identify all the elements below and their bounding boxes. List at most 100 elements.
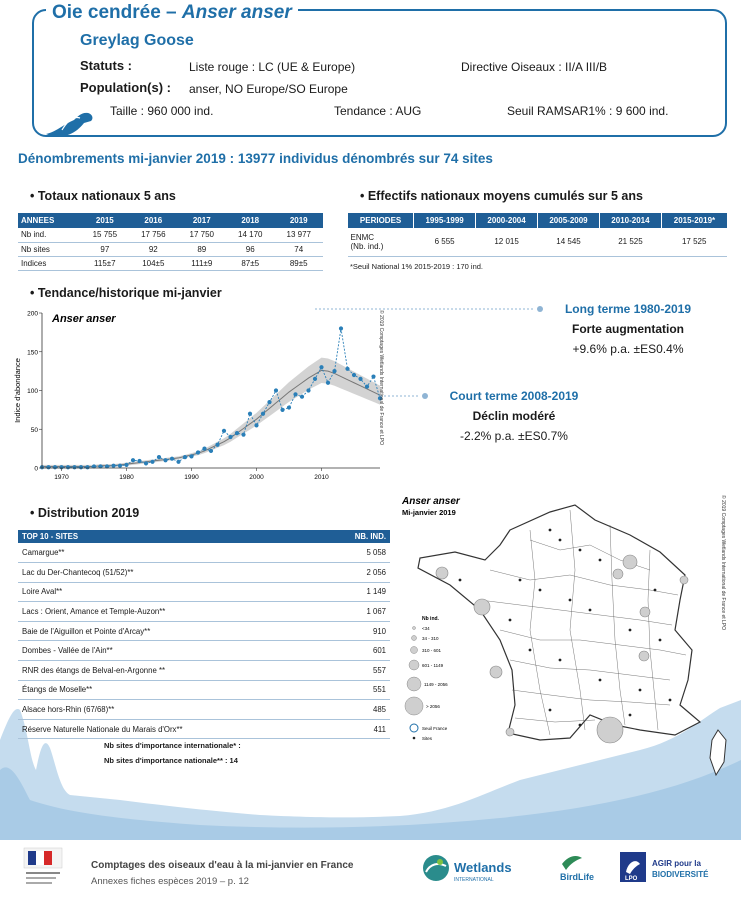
cell: 17 525 — [661, 228, 727, 257]
y-tick-label: 200 — [27, 311, 38, 318]
table-row: Indices 115±7 104±5 111±9 87±5 89±5 — [18, 256, 323, 271]
data-point — [338, 326, 344, 331]
header-cell: 2017 — [177, 213, 226, 228]
data-point — [299, 394, 305, 399]
data-point — [247, 411, 253, 416]
france-map: Anser anser Mi-janvier 2019 — [401, 495, 727, 777]
cell: 96 — [226, 242, 275, 257]
lpo-logo: LPO AGIR pour la BIODIVERSITÉ — [620, 852, 709, 882]
confidence-band — [42, 357, 380, 468]
short-term-value: -2.2% p.a. ±ES0.7% — [460, 429, 568, 443]
table-row: Nb ind. 15 755 17 756 17 750 14 170 13 9… — [18, 228, 323, 243]
cell: 115±7 — [80, 256, 130, 271]
legend-label: 310 - 601 — [422, 648, 442, 653]
cell: Nb ind. — [18, 228, 81, 243]
table-row: Loire Aval** 1 149 — [18, 582, 390, 603]
header-cell: 2000-2004 — [475, 213, 538, 228]
data-point — [202, 446, 207, 451]
data-point — [377, 396, 383, 401]
legend-title: Nb ind. — [422, 616, 440, 622]
data-point — [143, 461, 149, 466]
statuts-label: Statuts : — [80, 58, 132, 73]
data-point — [169, 456, 175, 461]
header-cell: NB. IND. — [319, 530, 390, 543]
table-header-row: PERIODES 1995-1999 2000-2004 2005-2009 2… — [346, 213, 727, 228]
section-effectifs: • Effectifs nationaux moyens cumulés sur… — [360, 189, 643, 203]
enmc-label: ENMC — [350, 232, 375, 242]
data-point — [52, 465, 58, 470]
cell: 15 755 — [80, 228, 130, 243]
agir-text: AGIR pour la — [652, 859, 701, 868]
decorative-wave — [0, 700, 741, 840]
data-point — [163, 458, 168, 463]
legend-label: 1149 - 2056 — [424, 682, 448, 687]
data-point — [293, 392, 298, 397]
legend-label: <34 — [422, 626, 430, 631]
nb-sites-national: Nb sites d'importance nationale** : 14 — [104, 756, 238, 765]
cell: Dombes - Vallée de l'Ain** — [18, 640, 320, 662]
table-row: Réserve Naturelle Nationale du Marais d'… — [18, 719, 390, 740]
cell: 17 756 — [129, 228, 178, 243]
header-cell: 2019 — [274, 213, 323, 228]
wetlands-subtext: INTERNATIONAL — [454, 877, 494, 883]
cell: 111±9 — [177, 256, 226, 271]
population-value: anser, NO Europe/SO Europe — [189, 82, 348, 96]
data-point — [254, 423, 259, 428]
cell: 21 525 — [599, 228, 662, 257]
section-distribution: • Distribution 2019 — [30, 506, 140, 520]
legend-label: Sites — [422, 736, 433, 741]
cell: Alsace hors-Rhin (67/68)** — [18, 699, 320, 720]
header-cell: 2005-2009 — [537, 213, 600, 228]
section-tendance: • Tendance/historique mi-janvier — [30, 286, 222, 300]
cell: 92 — [129, 242, 178, 257]
table-row: Nb sites 97 92 89 96 74 — [18, 242, 323, 257]
table-row: Lacs : Orient, Amance et Temple-Auzon** 1… — [18, 601, 390, 622]
data-point — [371, 374, 376, 379]
header-cell: 2015 — [80, 213, 130, 228]
main-title: Dénombrements mi-janvier 2019 : 13977 in… — [18, 151, 493, 166]
data-point — [345, 366, 350, 371]
cell: Réserve Naturelle Nationale du Marais d'… — [18, 719, 320, 740]
cell: 411 — [319, 719, 390, 740]
data-point — [332, 369, 337, 374]
x-tick-label: 1980 — [119, 474, 134, 481]
data-point — [228, 434, 233, 440]
directive-oiseaux: Directive Oiseaux : II/A III/B — [461, 60, 608, 74]
header-cell: 2015-2019* — [660, 213, 727, 228]
seuil-ramsar: Seuil RAMSAR1% : 9 600 ind. — [507, 104, 669, 118]
republique-francaise-logo — [23, 847, 63, 884]
cell: Lacs : Orient, Amance et Temple-Auzon** — [18, 601, 320, 622]
legend-label: 601 - 1149 — [422, 663, 444, 668]
footer-subtitle: Annexes fiches espèces 2019 – p. 12 — [91, 876, 249, 887]
lpo-text: LPO — [625, 876, 638, 882]
data-point — [319, 365, 324, 370]
cell: Loire Aval** — [18, 582, 320, 603]
cell: 1 067 — [319, 601, 390, 622]
cell: ENMC (Nb. ind.) — [347, 228, 414, 257]
data-point — [117, 463, 123, 468]
y-tick-label: 150 — [27, 349, 38, 356]
y-tick-label: 0 — [34, 466, 38, 473]
trend-line — [42, 369, 381, 467]
top-sites-table: TOP 10 - SITES NB. IND. Camargue** 5 058 L… — [18, 530, 390, 740]
legend-label: 34 - 310 — [422, 636, 439, 641]
data-point — [273, 388, 279, 393]
data-point — [280, 407, 285, 412]
cell: 551 — [319, 680, 390, 701]
table-row: Lac du Der-Chantecoq (51/52)** 2 056 — [18, 562, 390, 583]
cell: 485 — [319, 699, 390, 720]
x-tick-label: 2000 — [249, 474, 264, 481]
cell: 557 — [319, 660, 390, 681]
data-point — [72, 465, 77, 470]
nb-sites-international: Nb sites d'importance internationale* : — [104, 741, 241, 750]
header-cell: PERIODES — [346, 213, 414, 228]
data-point — [189, 454, 194, 459]
table-row: Baie de l'Aiguillon et Pointe d'Arcay** 9… — [18, 621, 390, 642]
cell: 89 — [177, 242, 226, 257]
cell: 14 545 — [537, 228, 600, 257]
chart-ylabel: Indice d'abondance — [13, 358, 22, 423]
goose-logo-icon — [46, 112, 93, 137]
cell: 13 977 — [274, 228, 323, 243]
data-point — [215, 442, 220, 447]
short-term-trend: Court terme 2008-2019 Déclin modéré -2.2… — [434, 389, 594, 443]
